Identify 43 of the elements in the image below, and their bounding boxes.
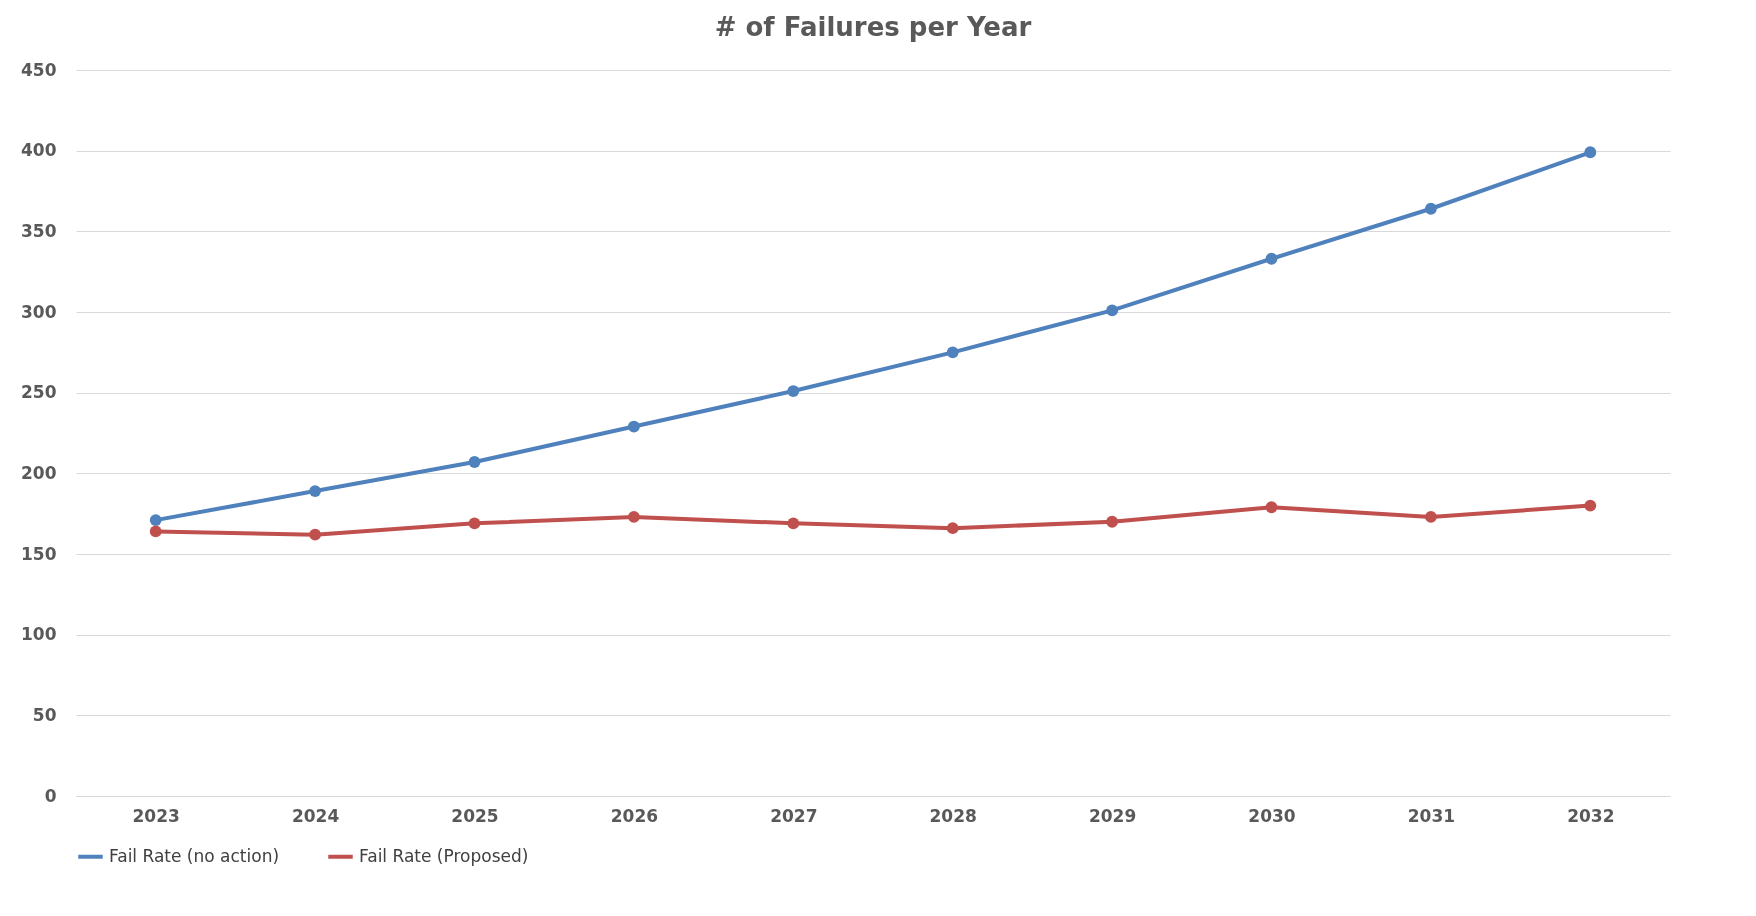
point	[946, 346, 959, 359]
x-tick-label: 2031	[1407, 805, 1456, 826]
point	[946, 522, 959, 535]
point	[1106, 304, 1119, 317]
point	[468, 456, 481, 468]
point	[787, 385, 800, 397]
x-tick-label: 2029	[1088, 805, 1137, 826]
y-tick-label: 100	[21, 624, 57, 645]
point	[1424, 510, 1437, 523]
point	[627, 420, 640, 433]
x-tick-label: 2025	[451, 805, 499, 826]
point	[149, 514, 162, 527]
point	[1265, 252, 1278, 265]
x-tick-label: 2024	[291, 805, 340, 826]
legend-label: Fail Rate (Proposed)	[359, 845, 529, 866]
point	[627, 510, 640, 523]
point	[787, 517, 800, 530]
x-tick-label: 2030	[1248, 805, 1296, 826]
x-tick-label: 2032	[1567, 805, 1615, 826]
y-tick-label: 300	[21, 301, 57, 322]
y-tick-label: 200	[21, 462, 57, 483]
chart-title: # of Failures per Year	[714, 12, 1032, 42]
point	[1584, 146, 1597, 159]
x-tick-label: 2027	[770, 805, 818, 826]
y-tick-label: 450	[21, 59, 57, 80]
x-tick-label: 2026	[610, 805, 659, 826]
point	[309, 485, 322, 497]
point	[1584, 499, 1597, 512]
point	[309, 528, 322, 541]
x-tick-label: 2028	[929, 805, 977, 826]
y-tick-label: 400	[21, 140, 57, 161]
y-tick-label: 250	[21, 382, 57, 403]
y-tick-label: 150	[21, 543, 57, 564]
y-tick-label: 0	[44, 785, 57, 806]
y-tick-label: 50	[32, 704, 57, 725]
y-tick-label: 350	[21, 220, 57, 241]
point	[468, 517, 481, 530]
point	[1106, 515, 1119, 528]
x-tick-label: 2023	[132, 805, 180, 826]
legend-label: Fail Rate (no action)	[109, 845, 280, 866]
point	[149, 525, 162, 538]
point	[1424, 202, 1437, 215]
point	[1265, 501, 1278, 514]
